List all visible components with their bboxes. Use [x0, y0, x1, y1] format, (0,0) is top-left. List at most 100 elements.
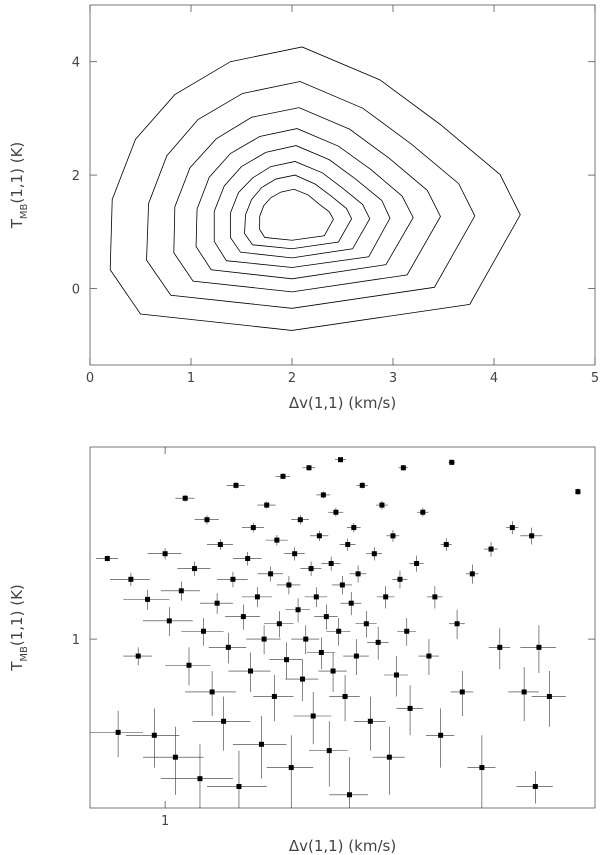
point — [328, 560, 334, 566]
point — [363, 621, 369, 627]
plot-frame — [89, 4, 596, 366]
point — [240, 614, 246, 620]
point — [264, 502, 270, 508]
x-axis-label: Δv(1,1) (km/s) — [289, 837, 396, 855]
point — [469, 571, 475, 577]
point — [386, 754, 392, 760]
point — [426, 653, 432, 659]
point — [575, 489, 581, 495]
point — [225, 644, 231, 650]
point — [355, 571, 361, 577]
point — [379, 502, 385, 508]
point — [104, 556, 110, 562]
contour — [109, 46, 521, 331]
point — [292, 551, 298, 557]
point — [201, 628, 207, 634]
point — [250, 525, 256, 531]
y-tick-label: 4 — [72, 56, 80, 71]
plot-area — [109, 46, 521, 331]
y-axis-label: TMB(1,1) (K) — [8, 142, 30, 230]
y-axis-label: TMB(1,1) (K) — [8, 584, 30, 672]
point — [432, 594, 438, 600]
point — [449, 459, 455, 465]
contour — [173, 107, 441, 293]
point — [414, 560, 420, 566]
point — [536, 644, 542, 650]
panel: 1 1 Δv(1,1) (km/s) TMB(1,1) (K) — [8, 446, 596, 855]
point — [333, 509, 339, 515]
x-tick-label: 1 — [161, 814, 169, 829]
point — [400, 465, 406, 471]
point — [166, 618, 172, 624]
point — [353, 653, 359, 659]
point — [182, 495, 188, 501]
point — [497, 644, 503, 650]
point — [532, 784, 538, 790]
point — [254, 594, 260, 600]
point — [367, 718, 373, 724]
point — [479, 765, 485, 771]
y-axis-label-part: T — [8, 661, 26, 672]
point — [348, 600, 354, 606]
point — [529, 533, 535, 539]
point — [178, 588, 184, 594]
point — [326, 748, 332, 754]
y-tick-label: 2 — [72, 169, 80, 184]
plot-frame — [89, 446, 596, 809]
point — [115, 729, 121, 735]
point — [306, 465, 312, 471]
point — [345, 542, 351, 548]
point — [214, 600, 220, 606]
point — [284, 657, 290, 663]
point — [221, 718, 227, 724]
point — [258, 741, 264, 747]
contour — [146, 81, 476, 309]
point — [390, 533, 396, 539]
point — [330, 668, 336, 674]
contour — [213, 145, 391, 268]
point — [217, 542, 223, 548]
x-tick-label: 5 — [591, 371, 599, 386]
y-axis-label-sub: MB — [19, 646, 30, 662]
point — [135, 653, 141, 659]
point — [393, 672, 399, 678]
point — [375, 639, 381, 645]
y-axis-label-part: (1,1) (K) — [8, 142, 26, 204]
point — [128, 576, 134, 582]
point — [338, 457, 344, 463]
point — [230, 576, 236, 582]
contour — [229, 161, 371, 259]
point — [346, 792, 352, 798]
y-tick-label: 1 — [72, 633, 80, 648]
point — [339, 582, 345, 588]
point — [521, 689, 527, 695]
y-tick-label: 0 — [72, 282, 80, 297]
point — [297, 517, 303, 523]
point — [268, 571, 274, 577]
point — [204, 517, 210, 523]
point — [209, 689, 215, 695]
contour — [259, 188, 334, 241]
point — [404, 628, 410, 634]
point — [151, 732, 157, 738]
x-tick-label: 1 — [187, 371, 195, 386]
point — [488, 546, 494, 552]
point — [310, 713, 316, 719]
point — [336, 628, 342, 634]
point — [233, 482, 239, 488]
y-axis-label-part: T — [8, 218, 26, 229]
point — [192, 566, 198, 572]
point — [313, 594, 319, 600]
point — [303, 636, 309, 642]
point — [162, 551, 168, 557]
point — [186, 662, 192, 668]
x-tick-label: 4 — [490, 371, 498, 386]
point — [236, 784, 242, 790]
point — [308, 566, 314, 572]
x-tick-label: 0 — [86, 371, 94, 386]
point — [318, 650, 324, 656]
point — [145, 596, 151, 602]
point — [248, 668, 254, 674]
point — [288, 765, 294, 771]
